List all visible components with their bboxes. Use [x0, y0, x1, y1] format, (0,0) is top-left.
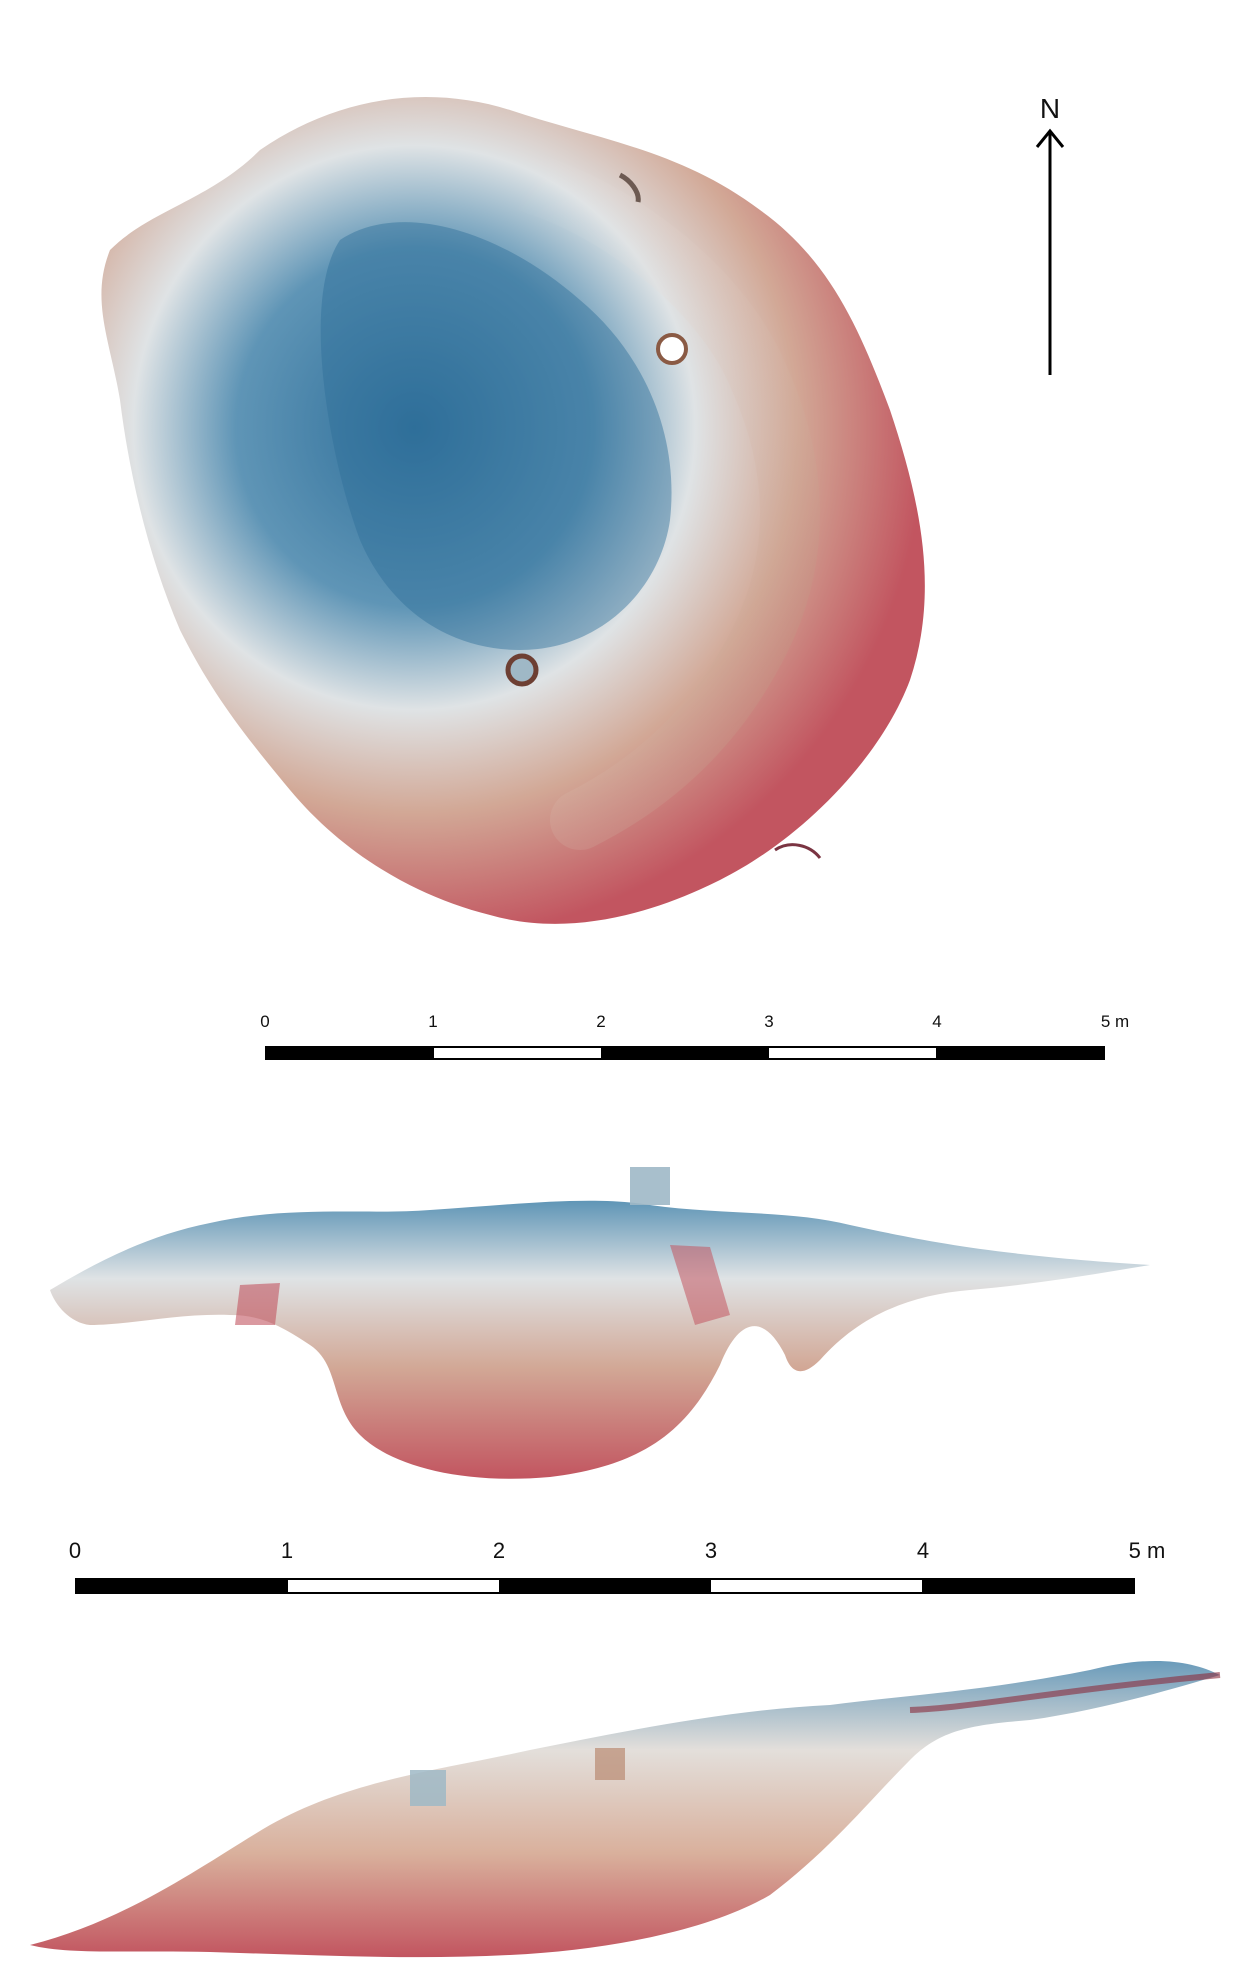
scale-bar-segments: [75, 1578, 1135, 1594]
post-hole-ne: [656, 333, 688, 365]
scale-tick-label: 3: [764, 1012, 774, 1031]
scale-tick-label: 2: [492, 1538, 506, 1563]
north-label: N: [1039, 93, 1061, 124]
scale-bar-sections: 0 1 2 3 4 5 m: [55, 1538, 1185, 1608]
scale-bar-segments: [265, 1046, 1105, 1060]
scale-tick-label: 5 m: [1100, 1012, 1130, 1031]
scale-bar-plan: 0 1 2 3 4 5 m: [260, 1012, 1145, 1072]
scale-tick-label: 0: [260, 1012, 270, 1031]
section-b-surface: [30, 1660, 1220, 1958]
scale-tick-label: 4: [932, 1012, 942, 1031]
section-a-surface: [50, 1200, 1150, 1479]
scale-tick-label: 4: [916, 1538, 930, 1563]
scale-tick-label: 1: [428, 1012, 438, 1031]
section-profile-a: [30, 1165, 1170, 1495]
arrow-up-icon: [1035, 128, 1065, 375]
scale-tick-label: 5 m: [1128, 1538, 1166, 1563]
scale-tick-label: 1: [280, 1538, 294, 1563]
scale-tick-label: 3: [704, 1538, 718, 1563]
plan-view-model: [40, 0, 1020, 960]
section-profile-b: [10, 1650, 1230, 1960]
scale-tick-label: 2: [596, 1012, 606, 1031]
scale-tick-label: 0: [68, 1538, 82, 1563]
post-hole-south: [505, 653, 539, 687]
north-arrow: N: [1025, 95, 1075, 375]
